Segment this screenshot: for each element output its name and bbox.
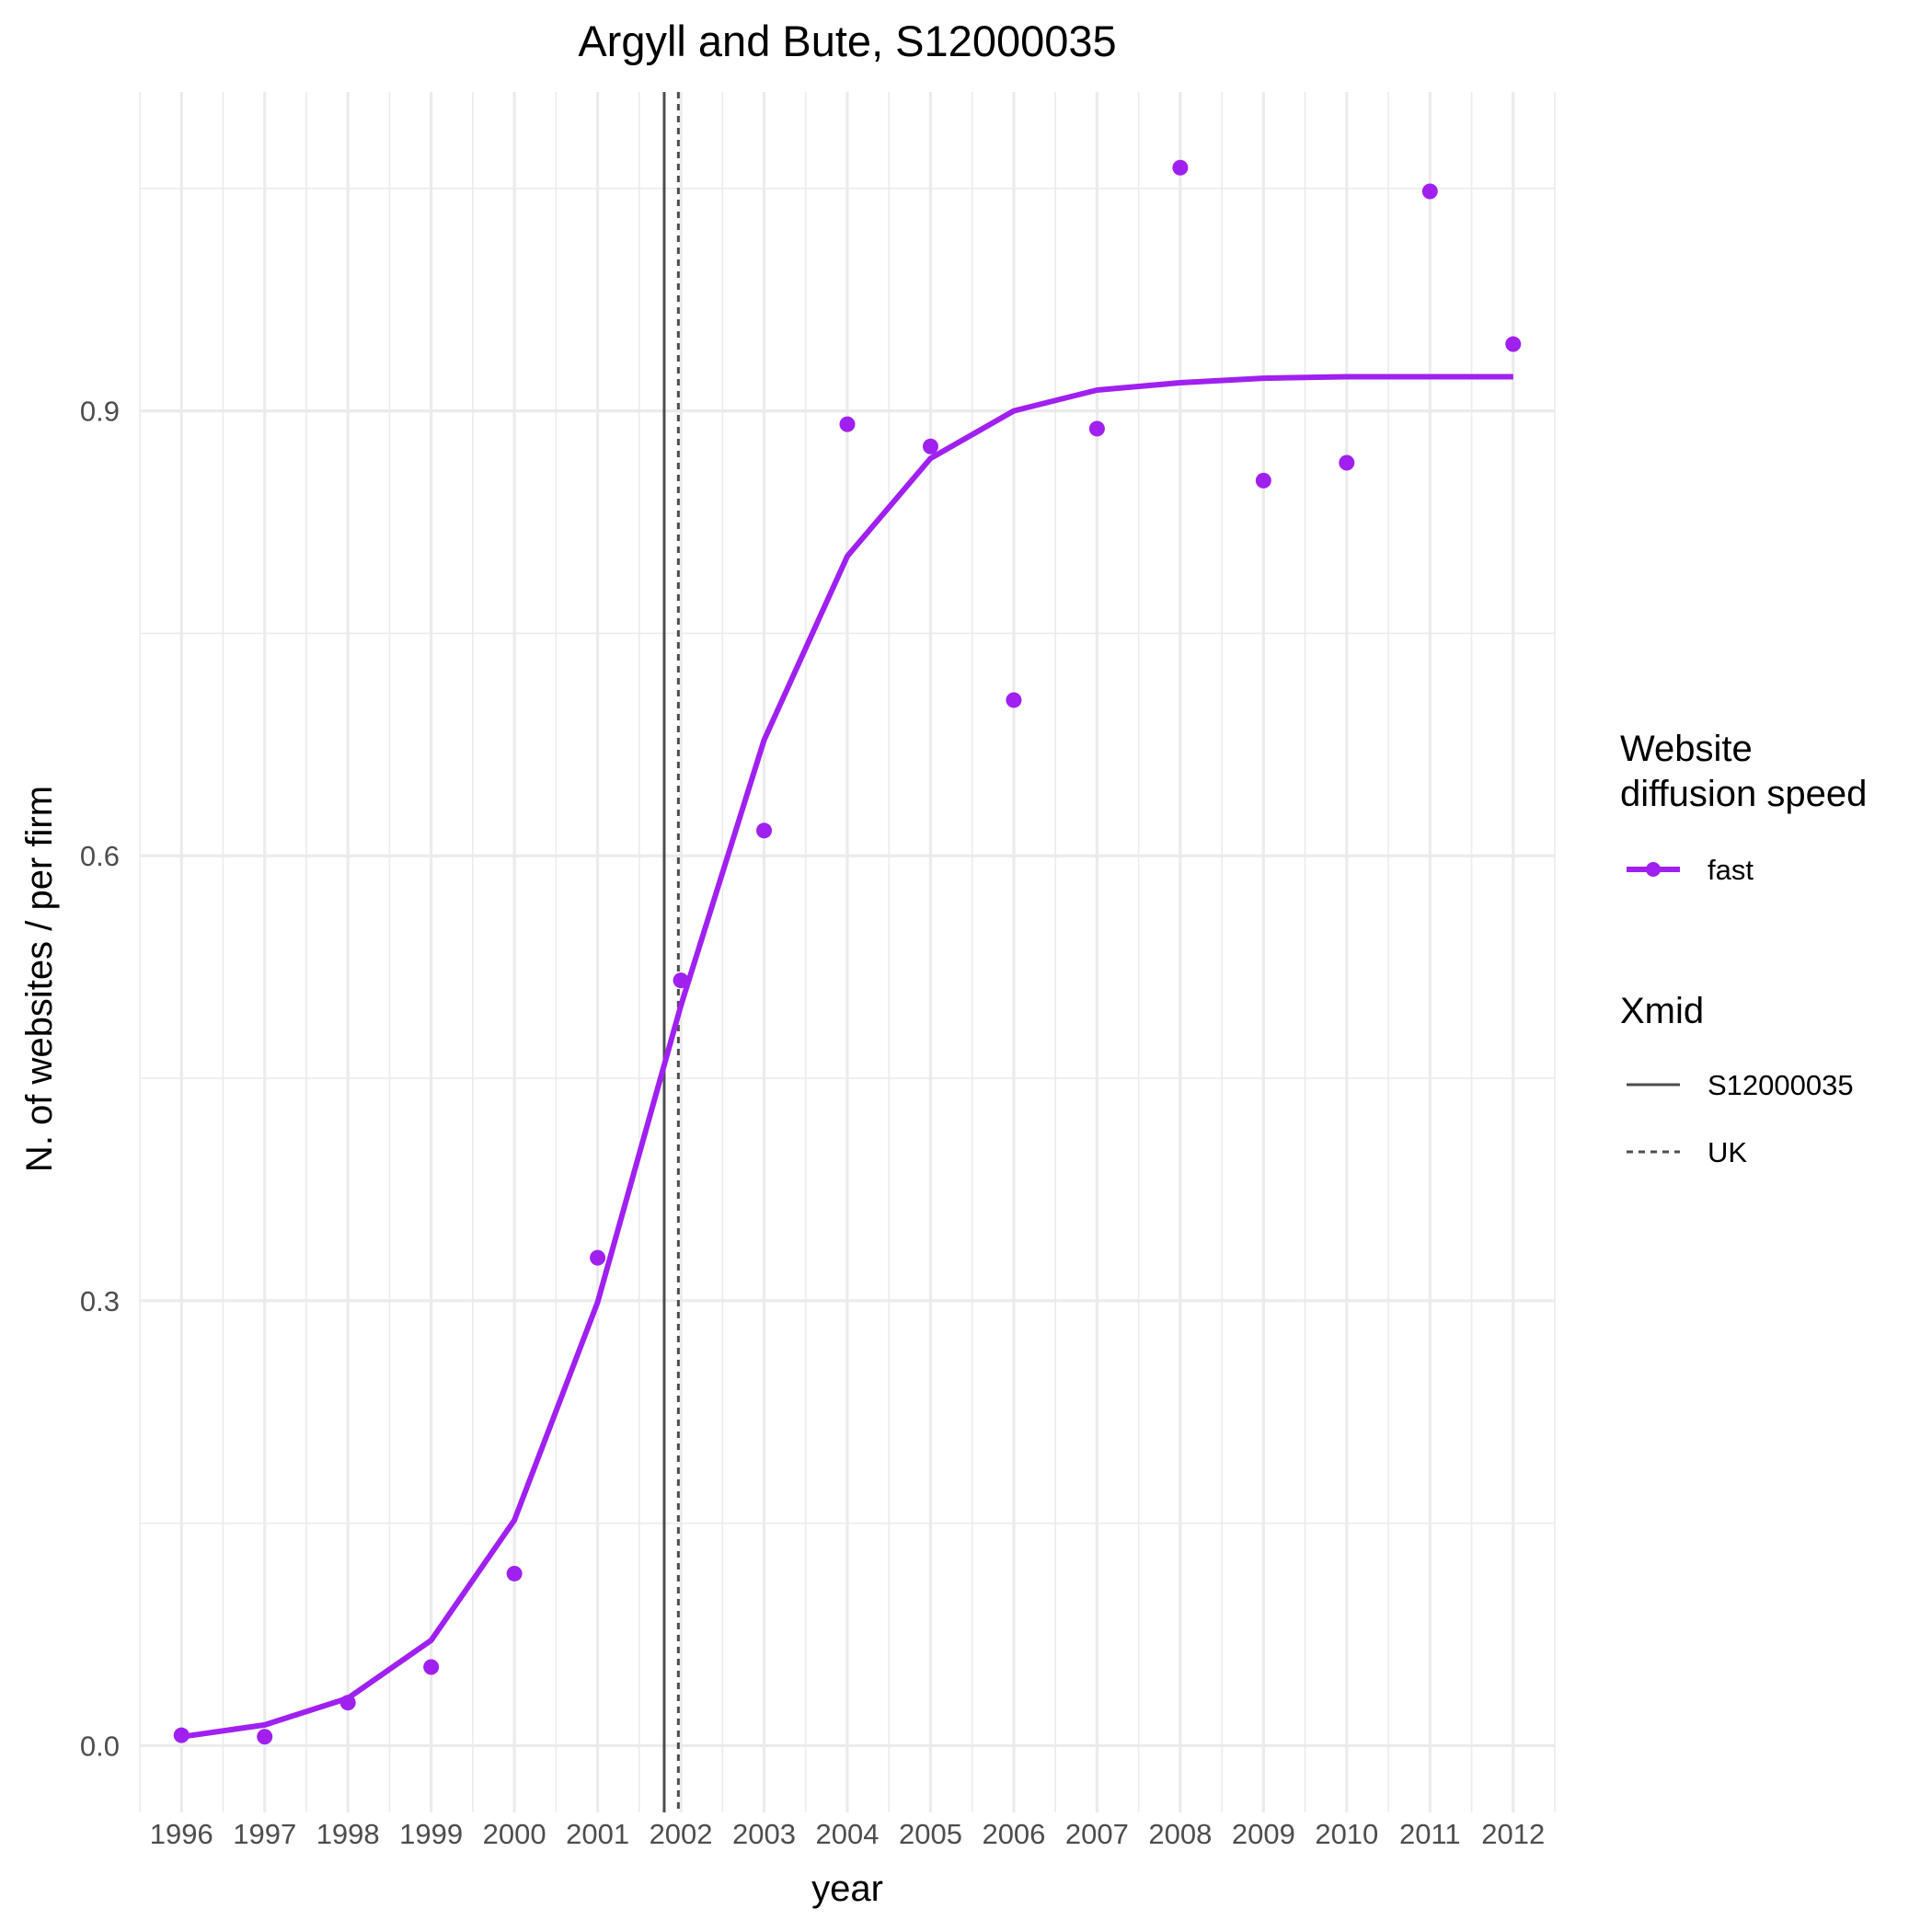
x-tick-label: 1998 [316,1818,380,1850]
y-tick-labels: 0.0 0.3 0.6 0.9 [80,396,120,1763]
data-point-2012 [1505,336,1522,352]
x-tick-label: 2010 [1315,1818,1378,1850]
data-point-1997 [257,1729,273,1745]
data-point-2006 [1006,692,1022,708]
legend-title-speed-line1: Website [1620,729,1753,769]
y-axis-title: N. of websites / per firm [19,786,60,1172]
data-point-2004 [839,416,856,432]
data-point-2009 [1255,472,1271,489]
data-point-1996 [173,1727,190,1743]
legend-label-fast: fast [1708,854,1754,886]
x-tick-label: 2006 [982,1818,1045,1850]
data-point-1998 [339,1695,356,1711]
x-tick-label: 2001 [566,1818,629,1850]
legend-key-fast-point [1646,862,1661,877]
legend-label-uk: UK [1708,1136,1747,1168]
data-point-1999 [423,1659,440,1675]
data-point-2010 [1339,454,1355,471]
legend-title-speed-line2: diffusion speed [1620,774,1867,814]
y-tick-label: 0.3 [80,1285,120,1317]
fitted-line-fast [180,374,1513,1740]
x-tick-label: 2003 [732,1818,796,1850]
chart-title: Argyll and Bute, S12000035 [578,17,1116,65]
x-tick-label: 2000 [483,1818,546,1850]
x-tick-label: 1999 [399,1818,463,1850]
x-tick-label: 1996 [150,1818,213,1850]
x-axis-title: year [811,1869,883,1909]
x-tick-label: 2008 [1148,1818,1212,1850]
grid-minor [139,92,1556,1812]
data-point-2000 [506,1565,523,1581]
data-point-2007 [1088,420,1105,437]
x-tick-label: 2011 [1399,1818,1461,1850]
data-point-2003 [756,822,773,839]
x-tick-labels: 1996 1997 1998 1999 2000 2001 2002 2003 2004 2005… [150,1818,1545,1850]
y-tick-label: 0.9 [80,396,120,428]
x-tick-label: 1997 [233,1818,296,1850]
data-point-2011 [1421,183,1438,200]
data-point-2008 [1172,159,1189,176]
legend: Website diffusion speed fast Xmid S12000… [1620,729,1867,1168]
y-tick-label: 0.0 [80,1730,120,1762]
y-tick-label: 0.6 [80,840,120,872]
grid-major [140,92,1555,1812]
x-tick-label: 2005 [899,1818,962,1850]
x-tick-label: 2002 [650,1818,713,1850]
fitted-curve [180,374,1513,1740]
x-tick-label: 2004 [816,1818,880,1850]
legend-title-xmid: Xmid [1620,991,1704,1031]
data-point-2001 [590,1249,606,1266]
data-point-2002 [673,972,689,989]
legend-label-s12000035: S12000035 [1708,1069,1854,1101]
x-tick-label: 2012 [1481,1818,1545,1850]
x-tick-label: 2009 [1232,1818,1295,1850]
data-points [173,159,1522,1745]
data-point-2005 [922,438,938,454]
x-tick-label: 2007 [1065,1818,1129,1850]
reference-lines [662,92,680,1812]
